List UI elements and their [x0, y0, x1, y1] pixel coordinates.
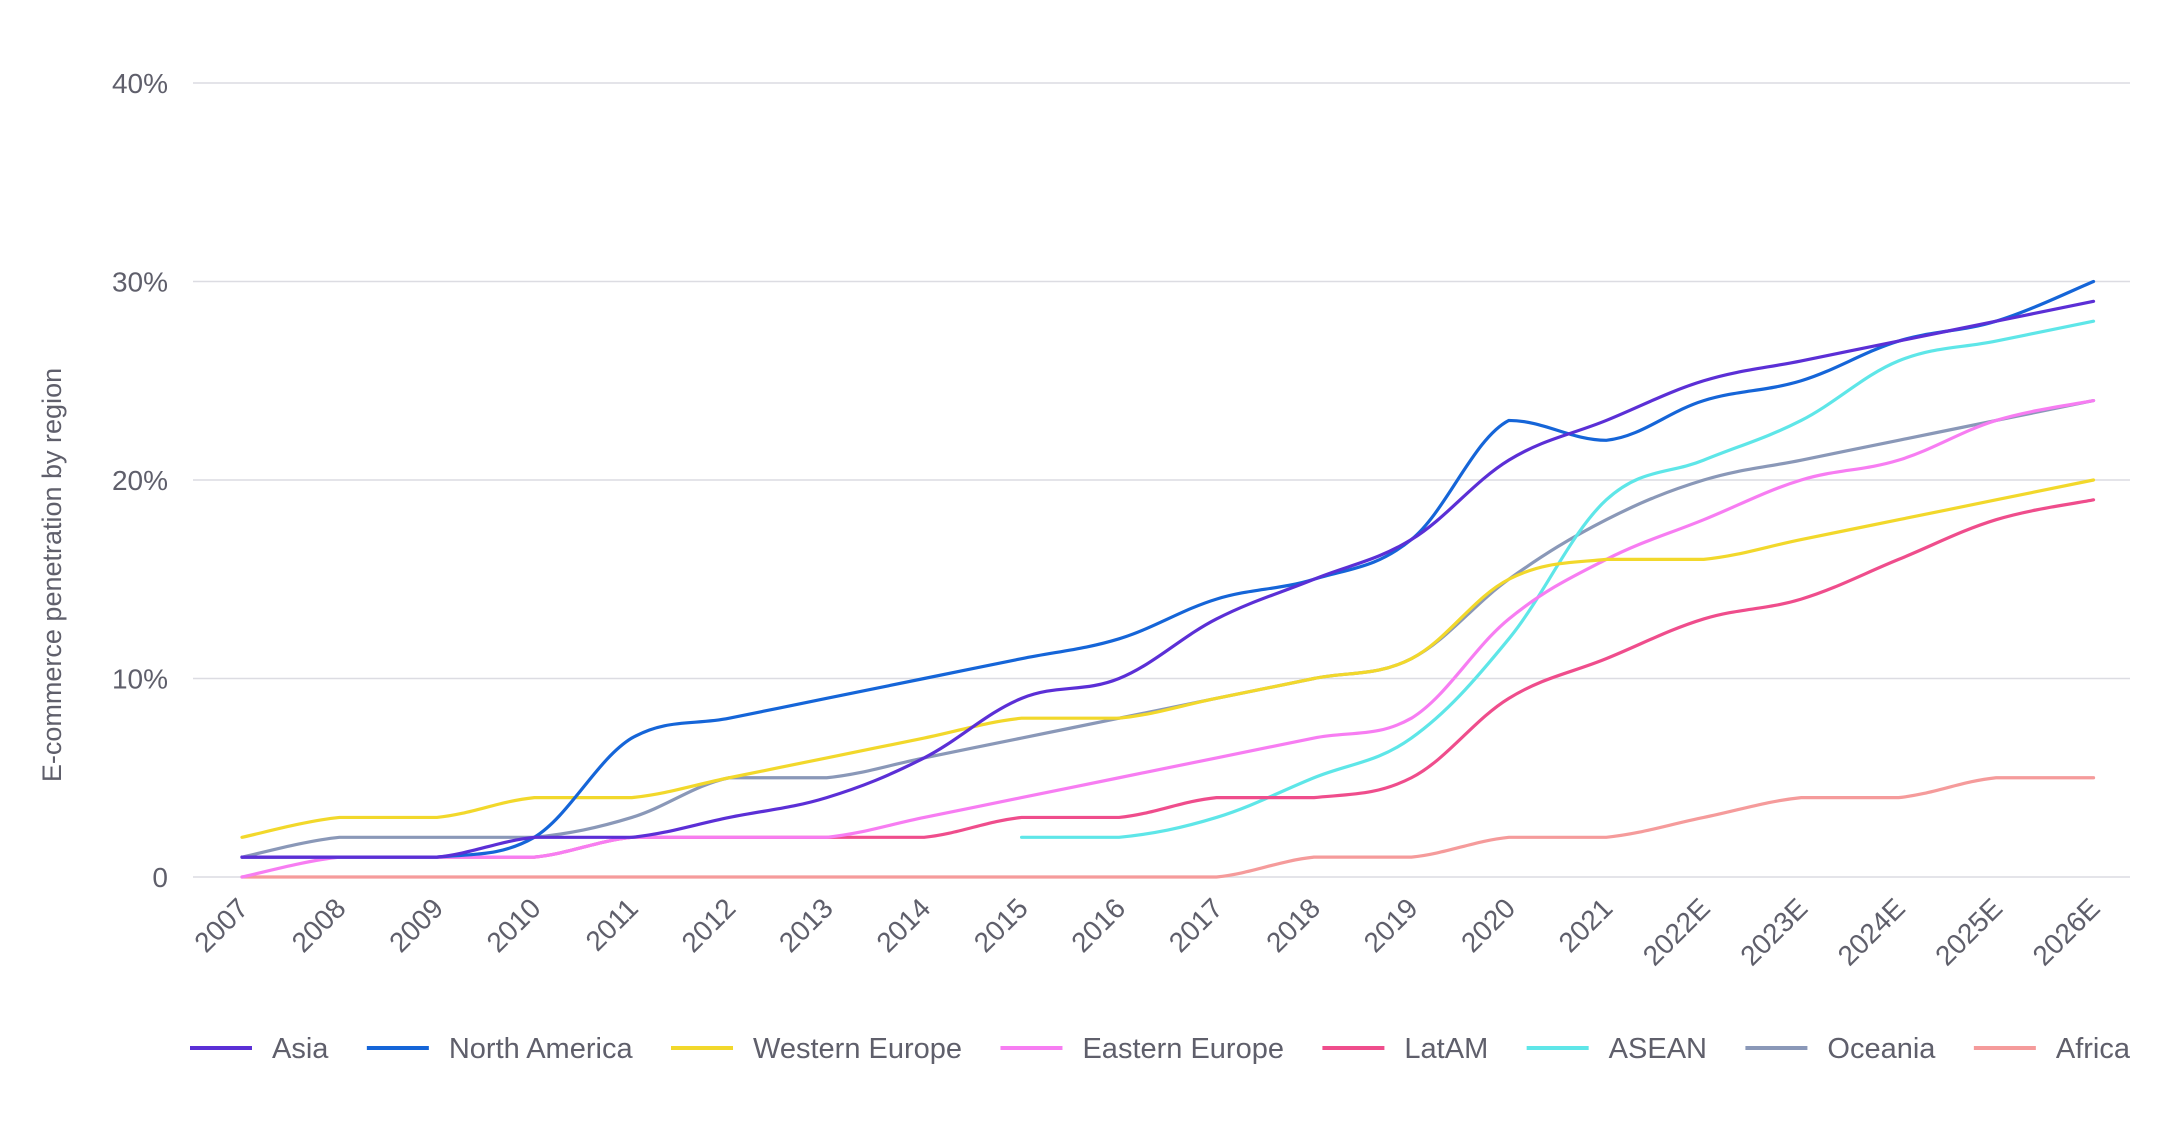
x-tick-label: 2015	[968, 892, 1034, 958]
x-tick-label: 2013	[773, 892, 839, 958]
x-tick-label: 2007	[188, 892, 254, 958]
x-tick-label: 2022E	[1637, 892, 1716, 971]
x-tick-label: 2010	[481, 892, 547, 958]
y-axis-ticks: 0 10% 20% 30% 40%	[112, 68, 168, 893]
x-tick-label: 2018	[1260, 892, 1326, 958]
legend-item: ASEAN	[1526, 1033, 1707, 1065]
x-tick-label: 2011	[580, 892, 645, 957]
legend-label: Eastern Europe	[1082, 1033, 1284, 1065]
grid-lines	[193, 82, 2130, 878]
series-line-asia	[240, 299, 2096, 859]
legend-label: LatAM	[1404, 1033, 1488, 1065]
y-tick-label: 30%	[112, 267, 168, 298]
x-tick-label: 2019	[1358, 892, 1424, 958]
series-line-oceania	[240, 399, 2096, 859]
x-tick-label: 2023E	[1734, 892, 1813, 971]
series-line-north-america	[240, 279, 2096, 859]
x-tick-label: 2020	[1455, 892, 1521, 958]
x-tick-label: 2014	[870, 892, 936, 958]
series-line-western-europe	[240, 478, 2096, 839]
legend-item: Western Europe	[671, 1033, 962, 1065]
y-axis-label: E-commerce penetration by region	[37, 368, 67, 782]
y-tick-label: 20%	[112, 465, 168, 496]
x-tick-label: 2026E	[2027, 892, 2106, 971]
series-line-eastern-europe	[240, 399, 2096, 879]
x-tick-label: 2016	[1065, 892, 1131, 958]
legend-item: Eastern Europe	[1000, 1033, 1284, 1065]
legend-item: Oceania	[1745, 1033, 1936, 1065]
x-tick-label: 2012	[676, 892, 742, 958]
series-lines	[240, 279, 2096, 879]
legend-label: Asia	[272, 1033, 329, 1065]
series-line-asean	[1020, 319, 2096, 839]
legend-item: Africa	[1973, 1033, 2131, 1065]
legend-item: Asia	[190, 1033, 329, 1065]
legend-label: Western Europe	[753, 1033, 962, 1065]
x-axis-ticks: 2007 2008 2009 2010 2011 2012 2013 2014 2015 2016…	[188, 892, 2106, 971]
x-tick-label: 2017	[1163, 892, 1229, 958]
x-tick-label: 2021	[1553, 892, 1619, 958]
legend-label: Africa	[2056, 1033, 2131, 1065]
legend-label: ASEAN	[1609, 1033, 1707, 1065]
legend-item: North America	[366, 1033, 634, 1065]
x-tick-label: 2008	[286, 892, 352, 958]
x-tick-label: 2024E	[1832, 892, 1911, 971]
x-tick-label: 2009	[383, 892, 449, 958]
legend-label: North America	[449, 1033, 634, 1065]
y-tick-label: 40%	[112, 68, 168, 99]
legend-item: LatAM	[1322, 1033, 1488, 1065]
legend-label: Oceania	[1827, 1033, 1936, 1065]
y-tick-label: 10%	[112, 664, 168, 695]
x-tick-label: 2025E	[1929, 892, 2008, 971]
y-tick-label: 0	[152, 862, 168, 893]
legend: Asia North America Western Europe Eastern E…	[190, 1033, 2131, 1065]
series-line-africa	[240, 776, 2096, 879]
